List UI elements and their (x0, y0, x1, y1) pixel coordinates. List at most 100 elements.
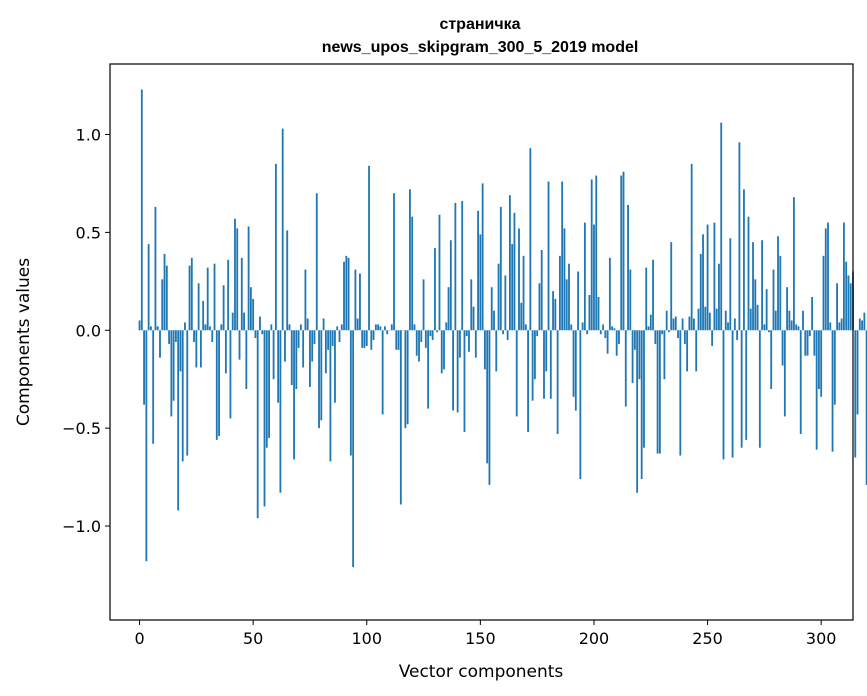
bar (288, 324, 291, 331)
bar (795, 324, 798, 331)
bar (593, 224, 595, 331)
bar (443, 330, 445, 370)
bar (436, 330, 439, 333)
bar (449, 240, 452, 331)
bar (722, 330, 725, 460)
bar (618, 330, 620, 344)
bar (583, 222, 586, 331)
bar (854, 330, 857, 458)
bar (377, 324, 380, 331)
bar (511, 244, 514, 331)
bar (788, 310, 791, 331)
bar (640, 330, 643, 480)
bar (224, 330, 227, 374)
bar (365, 330, 368, 346)
bar (356, 318, 359, 331)
bar (679, 330, 682, 456)
bar (797, 326, 800, 331)
bar (438, 214, 441, 331)
bar (245, 330, 248, 389)
bar (295, 330, 298, 389)
bar (197, 283, 200, 331)
bar (199, 330, 202, 368)
bar (638, 330, 641, 380)
bar (261, 330, 264, 335)
x-tick-label: 150 (465, 629, 496, 648)
bar (572, 330, 575, 397)
bar (381, 330, 384, 415)
bar (736, 330, 739, 341)
bar (324, 330, 327, 374)
bar (493, 310, 495, 331)
bar (693, 318, 695, 331)
bar (204, 324, 207, 331)
bar (602, 324, 604, 331)
bar (468, 330, 470, 352)
bar (608, 257, 611, 331)
bar (145, 330, 148, 562)
bar (786, 287, 789, 331)
bar (372, 330, 375, 341)
bar (231, 312, 234, 331)
bar (484, 330, 486, 370)
bar (529, 148, 532, 331)
bar (138, 320, 141, 331)
bar (731, 330, 734, 458)
bar (390, 324, 393, 331)
bar (311, 330, 314, 362)
bar (499, 206, 502, 331)
bar (406, 330, 409, 425)
bar (836, 283, 839, 331)
bar (304, 269, 307, 331)
bar (620, 175, 623, 331)
bar (586, 330, 589, 335)
bar (422, 279, 425, 331)
bar (470, 279, 473, 331)
bar (706, 224, 709, 331)
bar (697, 308, 700, 331)
plot-frame (109, 63, 854, 621)
bar (613, 328, 616, 331)
bar (340, 324, 343, 331)
bar (702, 234, 704, 331)
bar (490, 287, 493, 331)
bar (152, 330, 155, 444)
bar (643, 330, 645, 448)
bar (543, 330, 545, 399)
bar (156, 326, 159, 331)
bar (379, 326, 382, 331)
bar (622, 171, 625, 331)
bar (502, 330, 504, 335)
bar (254, 330, 257, 339)
bar (497, 263, 500, 331)
bar (420, 330, 423, 342)
bar (309, 330, 311, 388)
bar (277, 330, 280, 403)
bar (549, 330, 552, 399)
bar (768, 330, 770, 333)
bar (783, 330, 786, 417)
bar (404, 330, 407, 429)
bar (299, 324, 302, 331)
bar (656, 330, 659, 454)
bar (209, 326, 211, 331)
bar (431, 330, 434, 341)
bar (649, 314, 652, 331)
bar (429, 330, 432, 337)
bar (686, 330, 689, 372)
bar (313, 330, 316, 344)
y-axis-ticks: −1.0 −0.5 0.0 0.5 1.0 (62, 125, 110, 536)
bar (595, 175, 598, 331)
bar (334, 330, 336, 403)
bar (711, 330, 714, 346)
bar (547, 181, 550, 331)
bar (865, 330, 867, 485)
bar (256, 330, 259, 519)
x-tick-label: 250 (692, 629, 723, 648)
bar (440, 330, 443, 374)
bar (222, 285, 225, 331)
bar (756, 304, 759, 331)
bar (454, 203, 457, 331)
